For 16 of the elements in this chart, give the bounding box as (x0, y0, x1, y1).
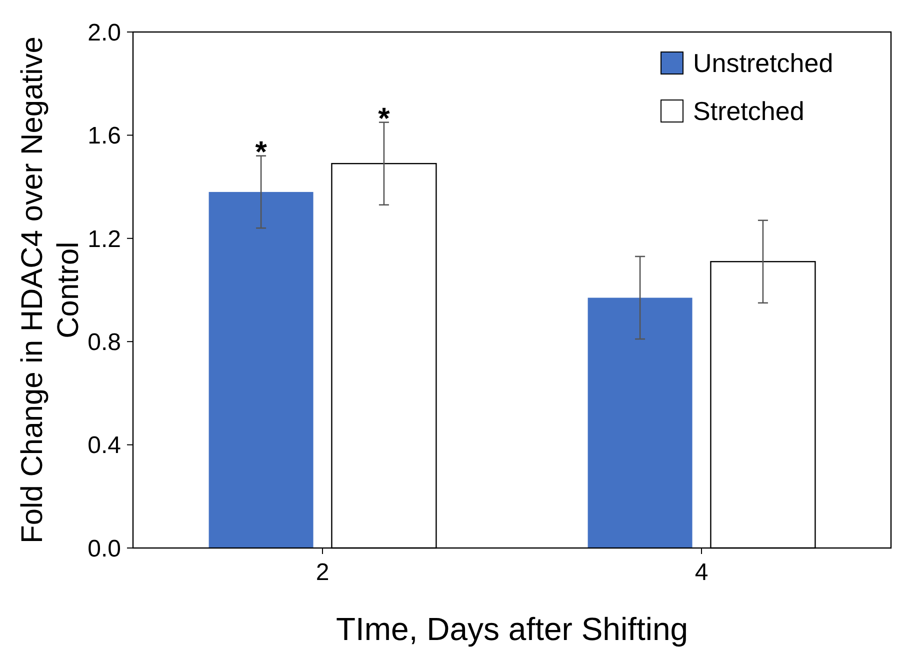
annotation: * (255, 136, 268, 169)
x-tick-label: 2 (316, 559, 330, 586)
y-tick-label: 1.2 (88, 226, 121, 253)
annotation: * (378, 102, 390, 136)
y-tick-label: 0.8 (88, 329, 121, 356)
x-tick-label: 4 (694, 559, 708, 586)
legend-label: Unstretched (693, 48, 834, 78)
bar (208, 192, 314, 548)
legend-label: Stretched (693, 96, 804, 126)
x-axis-title: TIme, Days after Shifting (336, 611, 688, 647)
bar (588, 298, 692, 548)
y-axis-title: Fold Change in HDAC4 over Negative Control (16, 36, 84, 544)
y-tick-label: 1.6 (88, 122, 121, 150)
y-tick-label: 0.0 (88, 535, 121, 562)
y-tick-label: 0.4 (88, 432, 121, 460)
y-tick-label: 2.0 (88, 19, 121, 46)
